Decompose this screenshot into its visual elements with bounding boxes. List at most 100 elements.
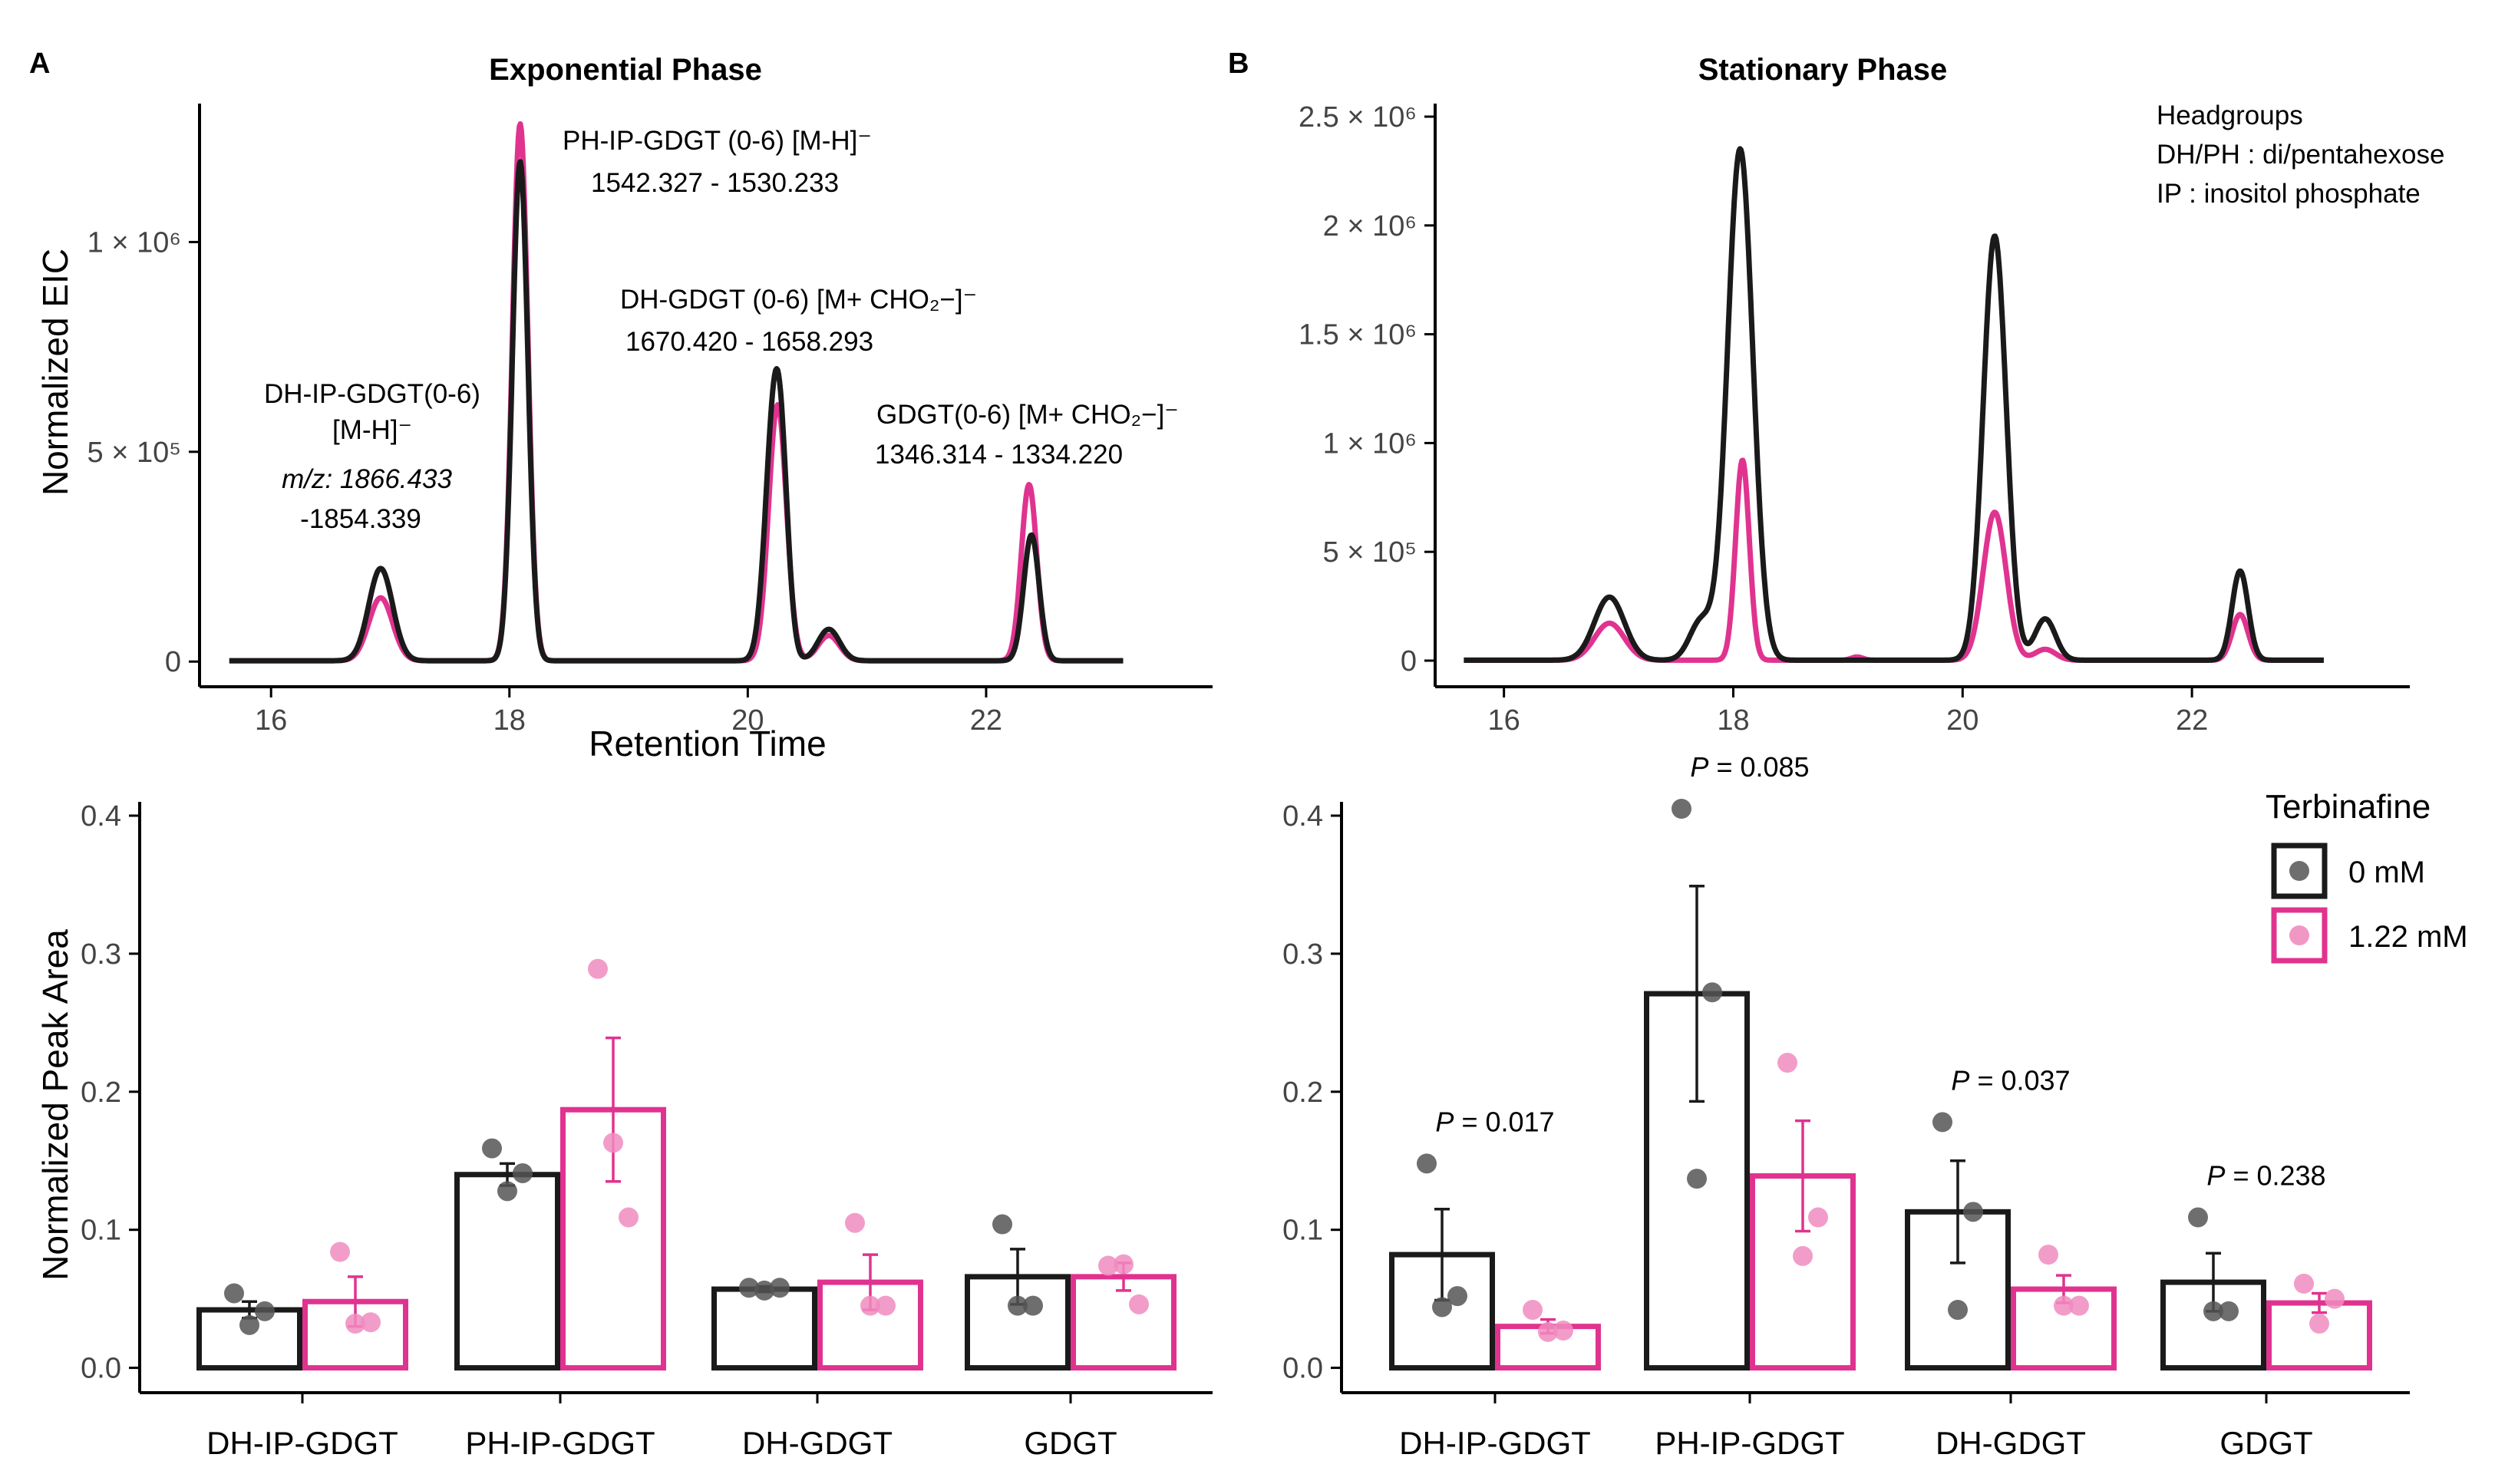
bar-control	[454, 1172, 560, 1371]
replicate-point-control	[239, 1314, 259, 1335]
bar-y-axis-label: Normalized Peak Area	[35, 929, 75, 1281]
y-tick-label: 0.4	[1282, 800, 1323, 833]
panel-label-b: B	[1228, 48, 1249, 80]
replicate-point-control	[1963, 1202, 1983, 1222]
replicate-point-terbinafine	[1808, 1207, 1828, 1228]
replicate-point-terbinafine	[1114, 1254, 1134, 1275]
replicate-point-terbinafine	[330, 1242, 350, 1262]
replicate-point-terbinafine	[845, 1212, 865, 1233]
replicate-point-terbinafine	[2069, 1295, 2089, 1316]
replicate-point-control	[1008, 1295, 1028, 1316]
y-tick-label: 0.1	[81, 1215, 121, 1247]
replicate-point-control	[497, 1181, 517, 1202]
y-tick-label: 0.2	[1282, 1077, 1323, 1109]
replicate-point-control	[255, 1301, 275, 1321]
replicate-point-control	[1417, 1153, 1437, 1174]
y-tick-label: 0.3	[1282, 938, 1323, 971]
replicate-point-terbinafine	[1523, 1300, 1543, 1321]
y-tick-label: 1 × 10⁶	[87, 226, 181, 259]
headgroups-title: Headgroups	[2157, 101, 2303, 130]
annotation-dh-ip-gdgt-ion: [M-H]⁻	[332, 415, 412, 445]
replicate-point-control	[1932, 1112, 1952, 1133]
replicate-point-control	[2188, 1207, 2208, 1228]
y-tick-label: 5 × 10⁵	[1323, 536, 1417, 569]
replicate-point-terbinafine	[1777, 1053, 1797, 1073]
legend: Terbinafine 0 mM 1.22 mM	[2266, 788, 2468, 964]
x-tick-label: 16	[255, 704, 287, 737]
replicate-point-control	[482, 1138, 502, 1159]
annotation-gdgt-range: 1346.314 - 1334.220	[875, 440, 1123, 470]
replicate-point-terbinafine	[2294, 1273, 2314, 1294]
x-tick-label: 18	[493, 704, 526, 737]
replicate-point-terbinafine	[619, 1207, 639, 1228]
y-tick-label: 0.1	[1282, 1215, 1323, 1247]
replicate-point-control	[1432, 1297, 1452, 1317]
annotation-dh-gdgt-name: DH-GDGT (0-6) [M+ CHO₂−]⁻	[620, 285, 977, 315]
x-tick-label: DH-IP-GDGT	[1399, 1425, 1591, 1461]
replicate-point-terbinafine	[1553, 1321, 1573, 1341]
headgroups-line-1: DH/PH : di/pentahexose	[2157, 140, 2444, 170]
y-tick-label: 2.5 × 10⁶	[1299, 101, 1417, 134]
eic-trace-control	[1462, 146, 2326, 663]
bar-chart-exponential: 0.0 0.1 0.2 0.3 0.4 DH-IP-GDGT PH-IP-GDGT DH-GD…	[81, 800, 1213, 1461]
replicate-point-control	[1023, 1295, 1043, 1316]
annotation-ph-ip-gdgt-range: 1542.327 - 1530.233	[591, 168, 839, 198]
y-tick-label: 0.0	[81, 1353, 121, 1385]
replicate-point-terbinafine	[1098, 1255, 1118, 1276]
replicate-point-control	[224, 1283, 244, 1304]
annotation-ph-ip-gdgt-name: PH-IP-GDGT (0-6) [M-H]⁻	[563, 126, 872, 156]
panel-label-a: A	[29, 48, 50, 80]
x-tick-label: GDGT	[1024, 1425, 1117, 1461]
replicate-point-terbinafine	[876, 1295, 896, 1316]
legend-point-122mM	[2289, 925, 2309, 945]
x-tick-label: 22	[2176, 704, 2208, 737]
replicate-point-terbinafine	[603, 1133, 623, 1153]
y-tick-label: 1.5 × 10⁶	[1299, 319, 1417, 351]
x-tick-label: PH-IP-GDGT	[1655, 1425, 1844, 1461]
x-tick-label: PH-IP-GDGT	[465, 1425, 655, 1461]
x-tick-label: DH-GDGT	[742, 1425, 893, 1461]
replicate-point-terbinafine	[1129, 1294, 1149, 1314]
replicate-point-control	[2203, 1301, 2223, 1321]
eic-x-axis-label: Retention Time	[589, 724, 826, 763]
y-tick-label: 5 × 10⁵	[87, 437, 181, 469]
x-tick-label: 20	[1946, 704, 1979, 737]
y-tick-label: 0.3	[81, 938, 121, 971]
x-tick-label: DH-IP-GDGT	[206, 1425, 398, 1461]
replicate-point-terbinafine	[2054, 1295, 2074, 1316]
annotation-gdgt-name: GDGT(0-6) [M+ CHO₂−]⁻	[876, 400, 1179, 430]
replicate-point-control	[1948, 1300, 1968, 1321]
p-value-label: P = 0.085	[1690, 751, 1809, 783]
headgroups-note: Headgroups DH/PH : di/pentahexose IP : i…	[2157, 101, 2444, 209]
annotation-dh-gdgt-range: 1670.420 - 1658.293	[625, 327, 873, 357]
legend-label-122mM: 1.22 mM	[2348, 920, 2468, 954]
x-tick-label: 22	[970, 704, 1002, 737]
replicate-point-control	[739, 1278, 759, 1298]
y-tick-label: 1 × 10⁶	[1323, 427, 1417, 460]
eic-trace-control	[227, 159, 1125, 664]
replicate-point-terbinafine	[588, 958, 608, 979]
replicate-point-terbinafine	[361, 1312, 381, 1333]
replicate-point-control	[754, 1280, 774, 1301]
bar-control	[711, 1286, 817, 1371]
replicate-point-control	[1447, 1286, 1467, 1307]
annotation-dh-ip-gdgt-mz: m/z: 1866.433	[282, 464, 452, 494]
x-tick-label: DH-GDGT	[1936, 1425, 2086, 1461]
replicate-point-control	[1687, 1169, 1707, 1189]
replicate-point-control	[2219, 1301, 2239, 1321]
replicate-point-control	[992, 1214, 1012, 1235]
y-tick-label: 0.2	[81, 1077, 121, 1109]
annotation-dh-ip-gdgt-name: DH-IP-GDGT(0-6)	[264, 379, 480, 409]
replicate-point-control	[513, 1162, 533, 1183]
x-tick-label: 16	[1488, 704, 1520, 737]
p-value-label: P = 0.238	[2206, 1160, 2325, 1192]
replicate-point-control	[1702, 982, 1722, 1003]
peak-annotations: DH-IP-GDGT(0-6) [M-H]⁻ m/z: 1866.433 -18…	[264, 126, 1179, 534]
replicate-point-terbinafine	[2038, 1245, 2058, 1265]
legend-label-0mM: 0 mM	[2348, 856, 2425, 889]
legend-title: Terbinafine	[2266, 788, 2431, 826]
replicate-point-terbinafine	[860, 1295, 880, 1316]
y-tick-label: 0	[1401, 645, 1417, 678]
bar-chart-stationary: 0.0 0.1 0.2 0.3 0.4 DH-IP-GDGT P = 0.017 PH-IP-…	[1282, 751, 2410, 1461]
p-value-label: P = 0.017	[1435, 1106, 1554, 1137]
